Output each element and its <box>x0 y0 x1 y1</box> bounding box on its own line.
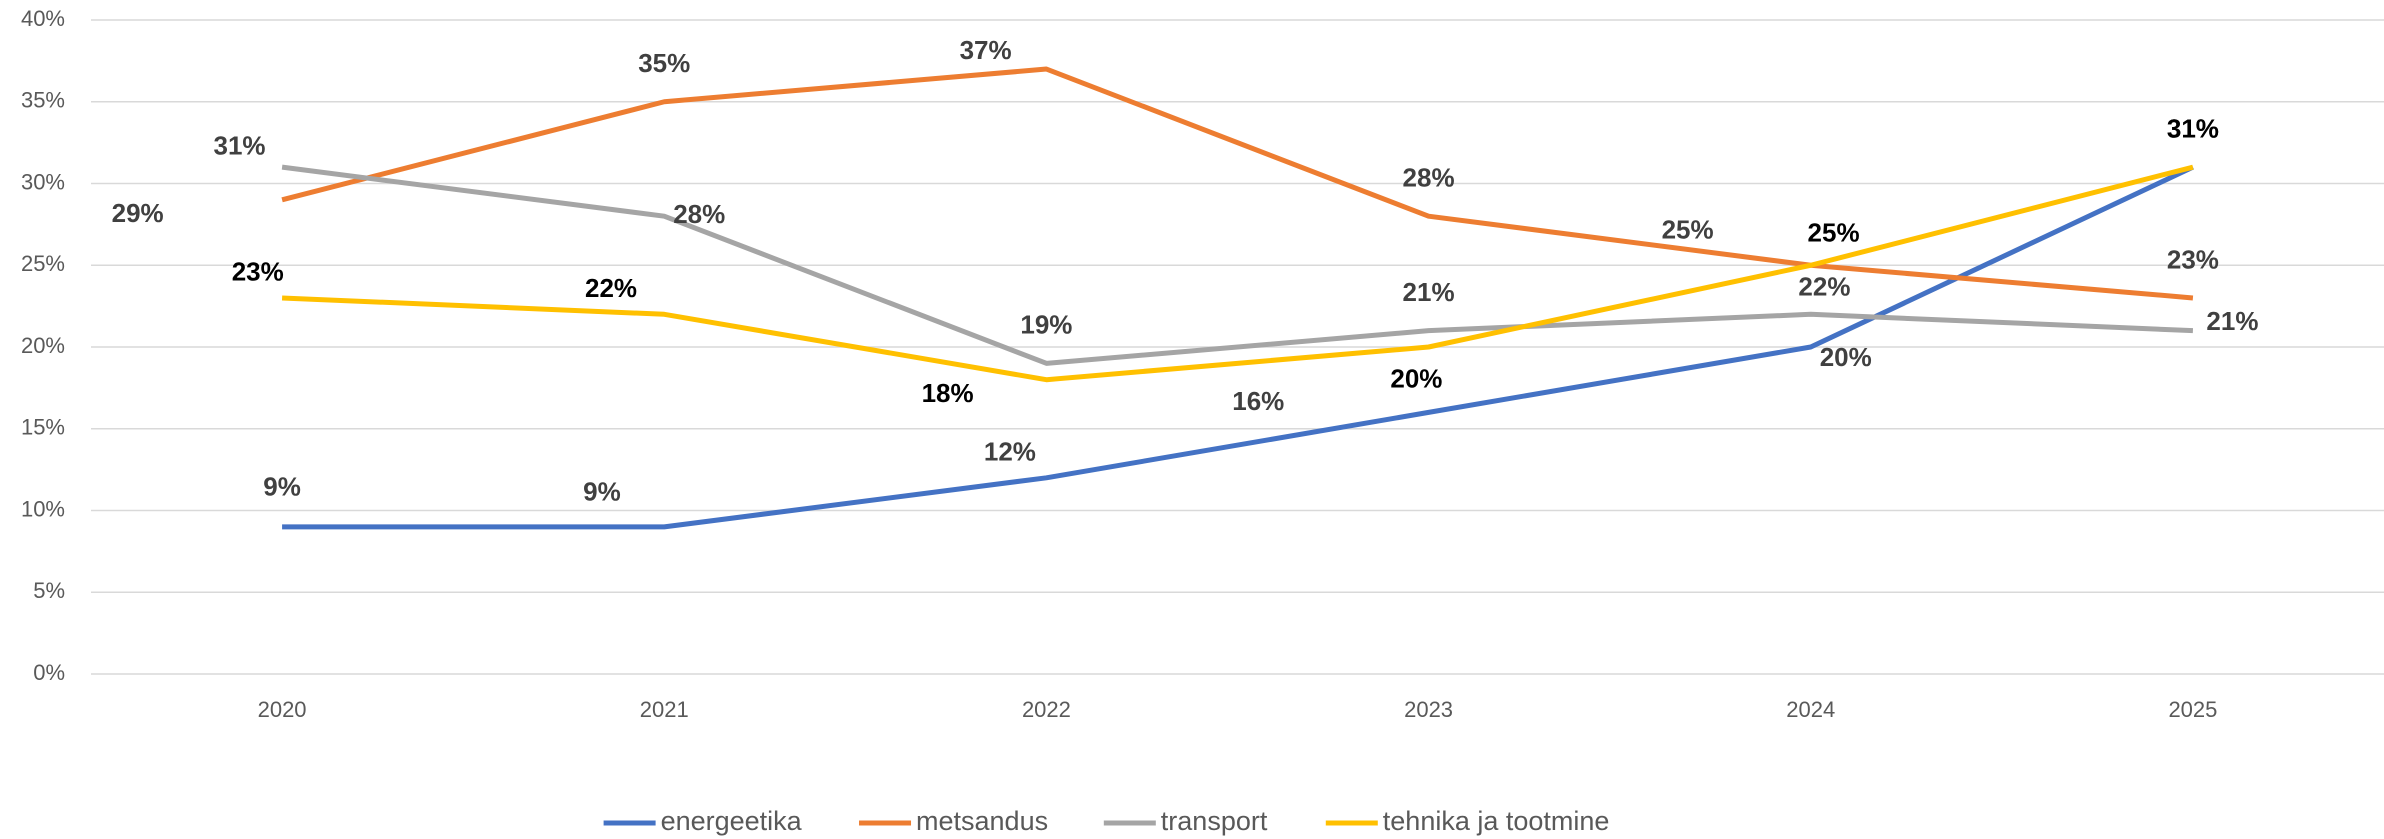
data-label: 28% <box>1403 163 1455 193</box>
data-label: 9% <box>583 476 621 506</box>
data-label: 16% <box>1232 386 1284 416</box>
y-tick-label: 20% <box>21 333 65 358</box>
data-label: 31% <box>2167 114 2219 144</box>
data-label: 35% <box>638 48 690 78</box>
x-tick-label: 2021 <box>640 697 689 722</box>
data-label: 22% <box>585 273 637 303</box>
x-tick-label: 2024 <box>1786 697 1835 722</box>
data-label: 31% <box>2167 114 2219 144</box>
data-label: 29% <box>112 198 164 228</box>
data-label: 37% <box>960 35 1012 65</box>
y-tick-label: 15% <box>21 415 65 440</box>
data-label: 31% <box>213 130 265 160</box>
data-label: 23% <box>232 256 284 286</box>
y-tick-label: 25% <box>21 251 65 276</box>
data-label: 25% <box>1662 215 1714 245</box>
data-label: 18% <box>922 378 974 408</box>
data-label: 9% <box>263 472 301 502</box>
y-tick-label: 0% <box>33 660 65 685</box>
y-tick-label: 35% <box>21 88 65 113</box>
data-label: 20% <box>1390 363 1442 393</box>
series-line <box>281 66 2194 301</box>
legend-label: energeetika <box>661 806 803 836</box>
x-tick-label: 2020 <box>258 697 307 722</box>
data-label: 21% <box>2206 306 2258 336</box>
data-label: 19% <box>1020 310 1072 340</box>
y-tick-label: 40% <box>21 6 65 31</box>
data-label: 23% <box>2167 244 2219 274</box>
x-tick-label: 2022 <box>1022 697 1071 722</box>
data-label: 20% <box>1820 342 1872 372</box>
y-tick-label: 30% <box>21 169 65 194</box>
data-label: 28% <box>673 199 725 229</box>
x-tick-label: 2023 <box>1404 697 1453 722</box>
data-label: 12% <box>984 436 1036 466</box>
y-tick-label: 5% <box>33 578 65 603</box>
y-tick-label: 10% <box>21 496 65 521</box>
legend-label: transport <box>1161 806 1268 836</box>
data-label: 25% <box>1808 218 1860 248</box>
series-line <box>281 164 2194 366</box>
data-label: 21% <box>1403 277 1455 307</box>
series-line <box>281 164 2194 383</box>
x-tick-label: 2025 <box>2168 697 2217 722</box>
legend-label: metsandus <box>916 806 1048 836</box>
data-label: 22% <box>1798 271 1850 301</box>
legend-label: tehnika ja tootmine <box>1383 806 1610 836</box>
